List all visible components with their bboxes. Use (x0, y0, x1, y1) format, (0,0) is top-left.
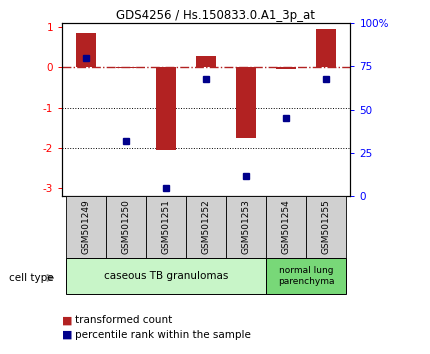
Text: transformed count: transformed count (75, 315, 172, 325)
Bar (237, 67, 256, 138)
Text: GSM501249: GSM501249 (82, 200, 91, 254)
Text: normal lung
parenchyma: normal lung parenchyma (278, 267, 335, 286)
Bar (267, 196, 307, 258)
Text: ■: ■ (62, 330, 73, 339)
Text: cell type: cell type (9, 273, 53, 283)
Text: GSM501251: GSM501251 (162, 200, 171, 255)
Bar (117, 67, 136, 68)
Text: GSM501252: GSM501252 (202, 200, 211, 254)
Text: GSM501250: GSM501250 (122, 200, 131, 255)
Bar (276, 67, 296, 69)
Text: ■: ■ (62, 315, 73, 325)
Text: GSM501253: GSM501253 (242, 200, 251, 255)
Bar (307, 196, 347, 258)
Text: GSM501254: GSM501254 (282, 200, 291, 254)
Bar (316, 29, 336, 67)
Bar (66, 196, 106, 258)
Text: percentile rank within the sample: percentile rank within the sample (75, 330, 251, 339)
Bar (146, 196, 186, 258)
Bar (267, 258, 347, 294)
Text: GDS4256 / Hs.150833.0.A1_3p_at: GDS4256 / Hs.150833.0.A1_3p_at (116, 9, 314, 22)
Text: GSM501255: GSM501255 (322, 200, 331, 255)
Bar (197, 57, 216, 67)
Bar (157, 67, 176, 150)
Text: caseous TB granulomas: caseous TB granulomas (104, 271, 229, 281)
Bar (77, 33, 96, 67)
Bar (186, 196, 227, 258)
Bar (106, 196, 146, 258)
Bar (66, 258, 267, 294)
Bar (227, 196, 267, 258)
